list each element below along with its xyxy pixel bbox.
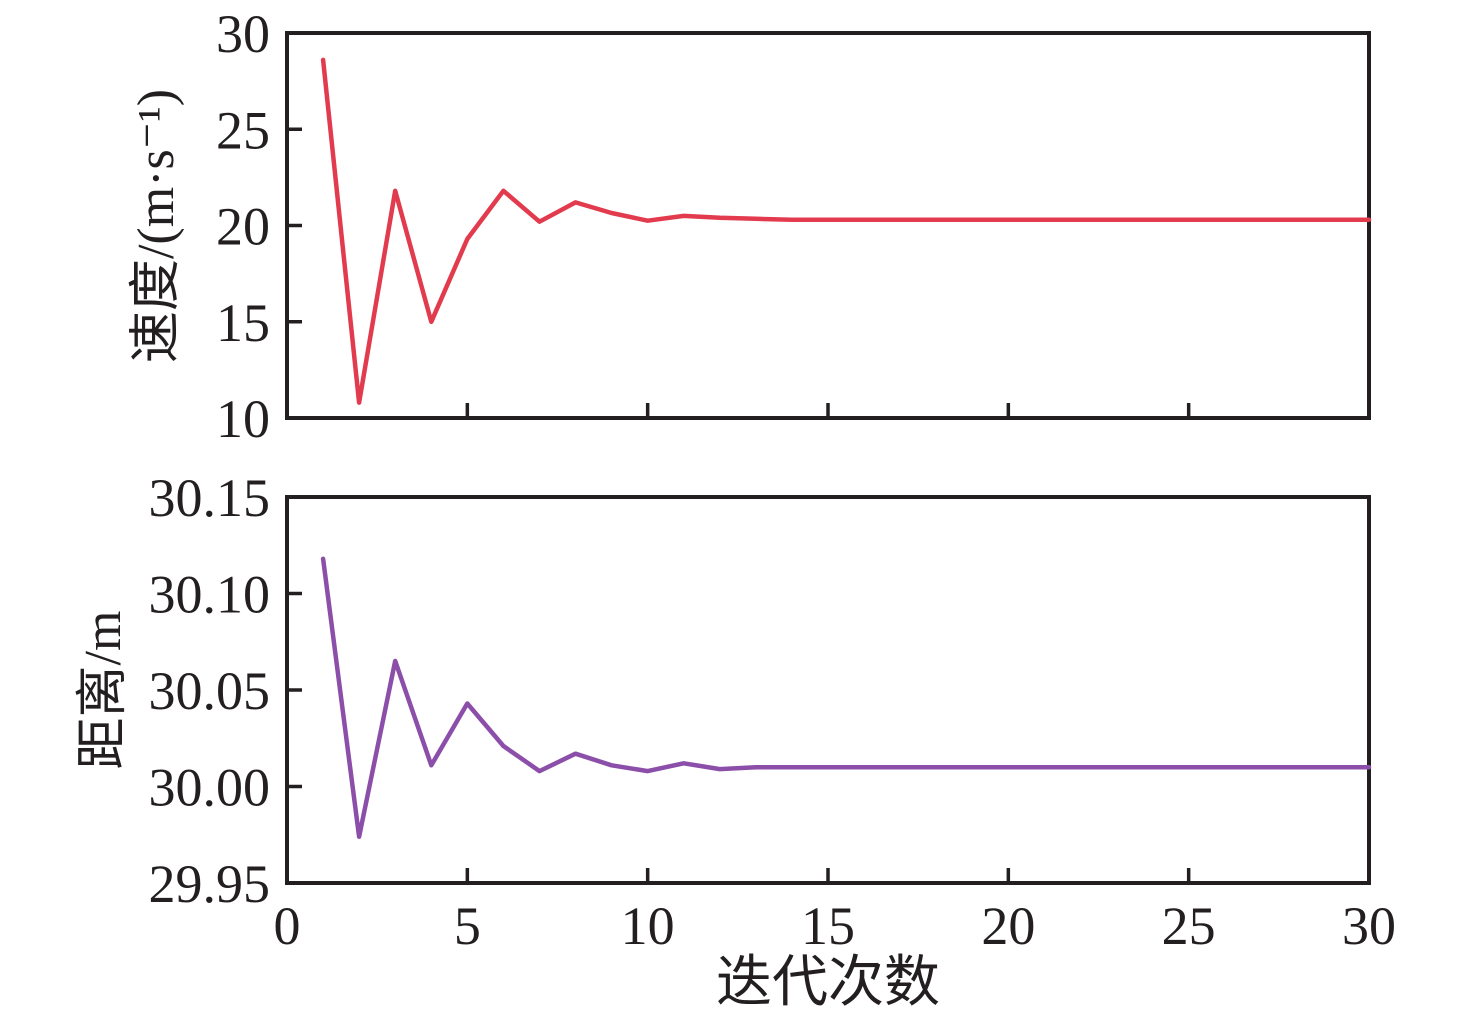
y-tick-label: 20 bbox=[216, 197, 270, 257]
speed-plot-border bbox=[285, 31, 1371, 420]
y-tick-label: 30 bbox=[216, 4, 270, 64]
y-tick-label: 15 bbox=[216, 293, 270, 353]
distance-plot-border bbox=[285, 495, 1371, 885]
speed-panel: 10 15 20 25 30 bbox=[216, 4, 1372, 449]
y-tick-label: 25 bbox=[216, 100, 270, 160]
distance-panel: 0 5 10 15 20 25 30 29.95 30.00 30.05 30.10 30.15 bbox=[149, 468, 1397, 956]
distance-axis-title: 距离/m bbox=[75, 610, 132, 770]
speed-axis-title: 速度/(m·s⁻¹) bbox=[128, 88, 185, 364]
x-tick-label: 30 bbox=[1342, 896, 1396, 956]
y-tick-label: 30.15 bbox=[149, 468, 271, 528]
y-tick-label: 29.95 bbox=[149, 854, 271, 914]
x-tick-label: 25 bbox=[1162, 896, 1216, 956]
speed-line bbox=[320, 57, 1372, 405]
x-tick-label: 20 bbox=[981, 896, 1035, 956]
x-tick-label: 15 bbox=[801, 896, 855, 956]
x-axis-title: 迭代次数 bbox=[716, 952, 940, 1014]
x-tick-label: 5 bbox=[454, 896, 481, 956]
y-tick-label: 30.10 bbox=[149, 565, 271, 625]
y-tick-label: 10 bbox=[216, 389, 270, 449]
y-tick-label: 30.05 bbox=[149, 661, 271, 721]
distance-line bbox=[320, 556, 1372, 839]
x-tick-label: 0 bbox=[274, 896, 301, 956]
y-tick-label: 30.00 bbox=[149, 758, 271, 818]
x-tick-label: 10 bbox=[621, 896, 675, 956]
